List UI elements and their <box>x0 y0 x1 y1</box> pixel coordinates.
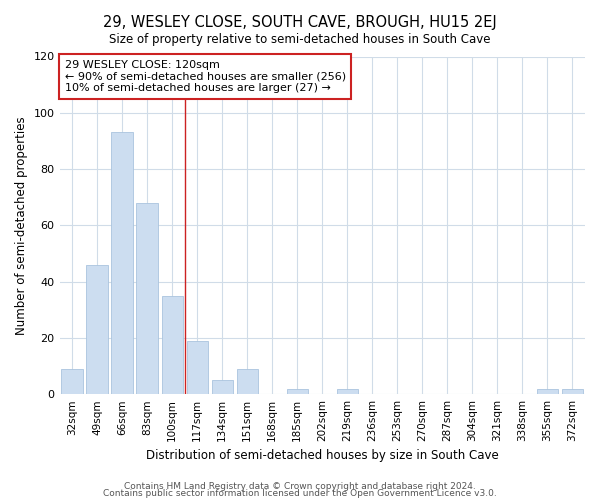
Bar <box>562 388 583 394</box>
Bar <box>337 388 358 394</box>
X-axis label: Distribution of semi-detached houses by size in South Cave: Distribution of semi-detached houses by … <box>146 450 499 462</box>
Bar <box>161 296 183 394</box>
Bar <box>212 380 233 394</box>
Text: 29 WESLEY CLOSE: 120sqm
← 90% of semi-detached houses are smaller (256)
10% of s: 29 WESLEY CLOSE: 120sqm ← 90% of semi-de… <box>65 60 346 93</box>
Bar <box>61 369 83 394</box>
Text: Contains HM Land Registry data © Crown copyright and database right 2024.: Contains HM Land Registry data © Crown c… <box>124 482 476 491</box>
Text: Size of property relative to semi-detached houses in South Cave: Size of property relative to semi-detach… <box>109 32 491 46</box>
Text: Contains public sector information licensed under the Open Government Licence v3: Contains public sector information licen… <box>103 490 497 498</box>
Bar <box>287 388 308 394</box>
Bar <box>86 264 108 394</box>
Y-axis label: Number of semi-detached properties: Number of semi-detached properties <box>15 116 28 334</box>
Bar <box>187 340 208 394</box>
Bar <box>537 388 558 394</box>
Bar <box>112 132 133 394</box>
Text: 29, WESLEY CLOSE, SOUTH CAVE, BROUGH, HU15 2EJ: 29, WESLEY CLOSE, SOUTH CAVE, BROUGH, HU… <box>103 15 497 30</box>
Bar <box>136 203 158 394</box>
Bar <box>236 369 258 394</box>
